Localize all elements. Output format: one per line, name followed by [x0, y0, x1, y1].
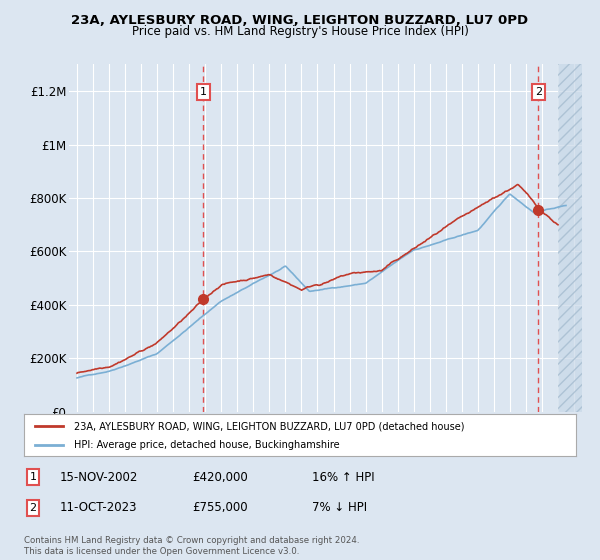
- Text: 7% ↓ HPI: 7% ↓ HPI: [312, 501, 367, 515]
- Text: 23A, AYLESBURY ROAD, WING, LEIGHTON BUZZARD, LU7 0PD: 23A, AYLESBURY ROAD, WING, LEIGHTON BUZZ…: [71, 14, 529, 27]
- Text: 2: 2: [535, 87, 542, 97]
- Text: 1: 1: [200, 87, 207, 97]
- Text: 16% ↑ HPI: 16% ↑ HPI: [312, 470, 374, 484]
- Text: HPI: Average price, detached house, Buckinghamshire: HPI: Average price, detached house, Buck…: [74, 440, 340, 450]
- Text: Price paid vs. HM Land Registry's House Price Index (HPI): Price paid vs. HM Land Registry's House …: [131, 25, 469, 38]
- Text: 2: 2: [29, 503, 37, 513]
- Text: Contains HM Land Registry data © Crown copyright and database right 2024.
This d: Contains HM Land Registry data © Crown c…: [24, 536, 359, 556]
- Text: £755,000: £755,000: [192, 501, 248, 515]
- Text: 23A, AYLESBURY ROAD, WING, LEIGHTON BUZZARD, LU7 0PD (detached house): 23A, AYLESBURY ROAD, WING, LEIGHTON BUZZ…: [74, 421, 464, 431]
- Text: 1: 1: [29, 472, 37, 482]
- Text: £420,000: £420,000: [192, 470, 248, 484]
- Text: 15-NOV-2002: 15-NOV-2002: [60, 470, 139, 484]
- Text: 11-OCT-2023: 11-OCT-2023: [60, 501, 137, 515]
